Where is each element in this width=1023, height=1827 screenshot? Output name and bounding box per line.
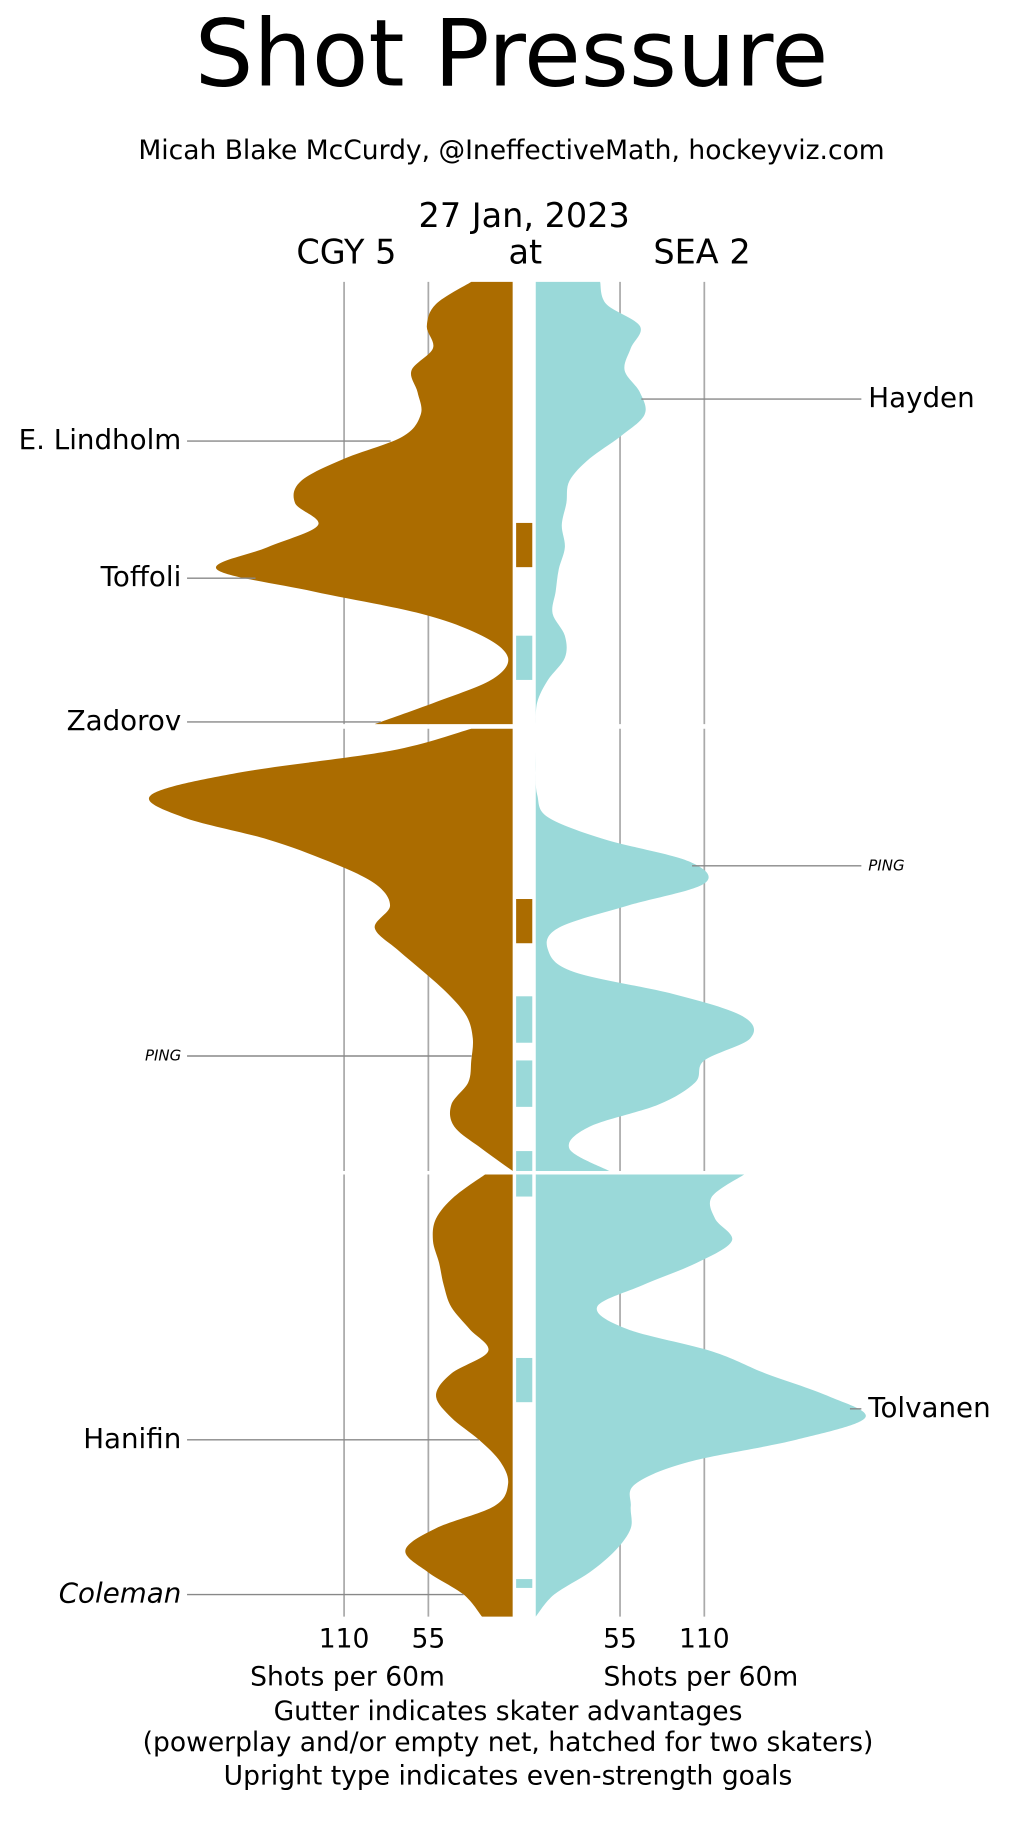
separator: at — [509, 233, 543, 272]
x-tick-label: 110 — [679, 1623, 730, 1654]
goal-label: Coleman — [59, 1577, 182, 1610]
gutter-advantage — [516, 1174, 533, 1197]
goal-label: Hanifin — [83, 1422, 181, 1455]
shot-pressure-area — [405, 1174, 513, 1617]
x-axis-label: Shots per 60m — [603, 1661, 798, 1692]
subtitle: Micah Blake McCurdy, @IneffectiveMath, h… — [138, 135, 884, 166]
x-tick-label: 55 — [603, 1623, 637, 1654]
goal-label: Hayden — [868, 381, 974, 414]
goal-label: Toffoli — [100, 560, 182, 593]
goal-label: PING — [868, 856, 904, 874]
gutter-advantage — [516, 996, 533, 1043]
x-tick-label: 110 — [319, 1623, 370, 1654]
team-label: SEA 2 — [653, 233, 750, 272]
goal-label: PING — [145, 1047, 181, 1065]
gutter-advantage — [516, 899, 533, 944]
gutter-advantage — [516, 1060, 533, 1107]
x-axis-label: Shots per 60m — [250, 1661, 445, 1692]
note: (powerplay and/or empty net, hatched for… — [143, 1727, 874, 1758]
team-label: CGY 5 — [296, 233, 396, 272]
gutter-advantage — [516, 1151, 533, 1171]
note: Gutter indicates skater advantages — [274, 1696, 743, 1727]
shot-pressure-area — [535, 281, 646, 725]
goal-label: E. Lindholm — [19, 423, 182, 456]
goal-label: Tolvanen — [867, 1391, 990, 1424]
shot-pressure-area — [148, 728, 513, 1171]
goal-label: Zadorov — [67, 704, 182, 737]
gutter-advantage — [516, 1357, 533, 1403]
note: Upright type indicates even-strength goa… — [224, 1761, 793, 1792]
x-tick-label: 55 — [411, 1623, 445, 1654]
shot-pressure-area — [535, 1174, 866, 1617]
game-date: 27 Jan, 2023 — [419, 196, 630, 235]
gutter-advantage — [516, 1579, 533, 1588]
gutter-advantage — [516, 522, 533, 568]
shot-pressure-area — [215, 281, 513, 725]
gutter-advantage — [516, 635, 533, 680]
shot-pressure-area — [535, 728, 755, 1171]
chart-title: Shot Pressure — [195, 0, 829, 108]
